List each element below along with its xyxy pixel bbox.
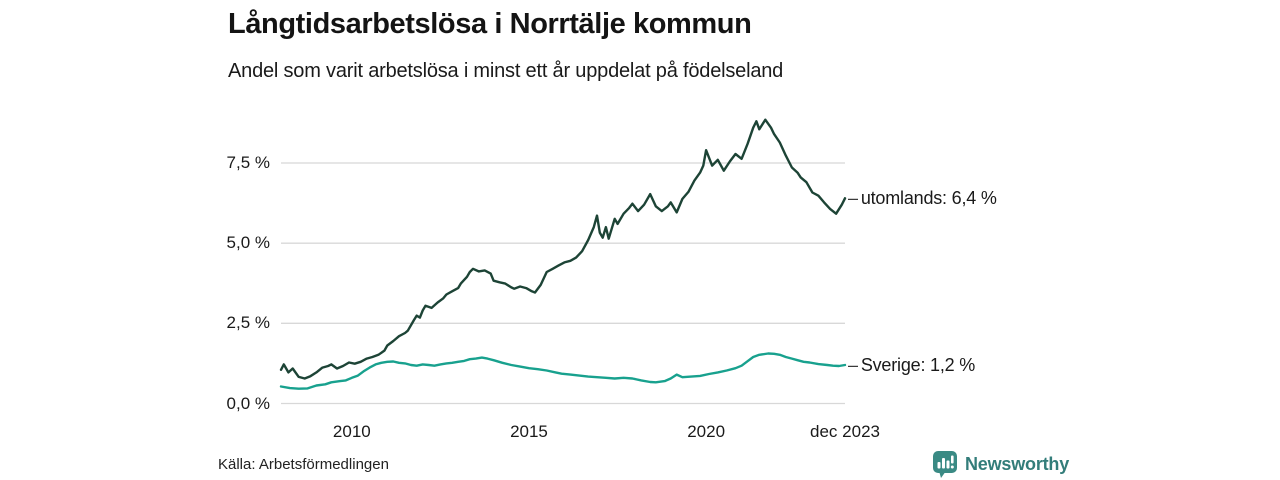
y-axis-label: 0,0 %	[226, 393, 270, 413]
series-end-label-text: Sverige: 1,2 %	[860, 355, 976, 376]
label-dash: –	[848, 355, 858, 376]
label-dash: –	[848, 188, 858, 209]
y-axis-label: 2,5 %	[226, 313, 270, 333]
newsworthy-logo: Newsworthy	[933, 451, 1069, 478]
y-axis-label: 7,5 %	[226, 153, 270, 172]
page-subtitle: Andel som varit arbetslösa i minst ett å…	[228, 60, 784, 82]
series-end-label-sverige: – Sverige: 1,2 %	[848, 353, 975, 377]
x-axis-label: 2020	[687, 422, 726, 441]
x-axis-label: 2015	[510, 422, 548, 441]
series-end-label-utomlands: – utomlands: 6,4 %	[848, 186, 997, 210]
x-axis-label: dec 2023	[810, 422, 880, 441]
series-line-utomlands	[279, 118, 847, 380]
source-attribution: Källa: Arbetsförmedlingen	[218, 456, 389, 473]
newsworthy-wordmark: Newsworthy	[965, 454, 1070, 474]
series-line-sverige	[279, 352, 847, 390]
x-axis-label: 2010	[332, 422, 371, 441]
y-axis-label: 5,0 %	[226, 233, 270, 253]
series-end-label-text: utomlands: 6,4 %	[860, 188, 997, 209]
newsworthy-logo-icon	[933, 451, 957, 478]
page-title: Långtidsarbetslösa i Norrtälje kommun	[228, 8, 752, 40]
